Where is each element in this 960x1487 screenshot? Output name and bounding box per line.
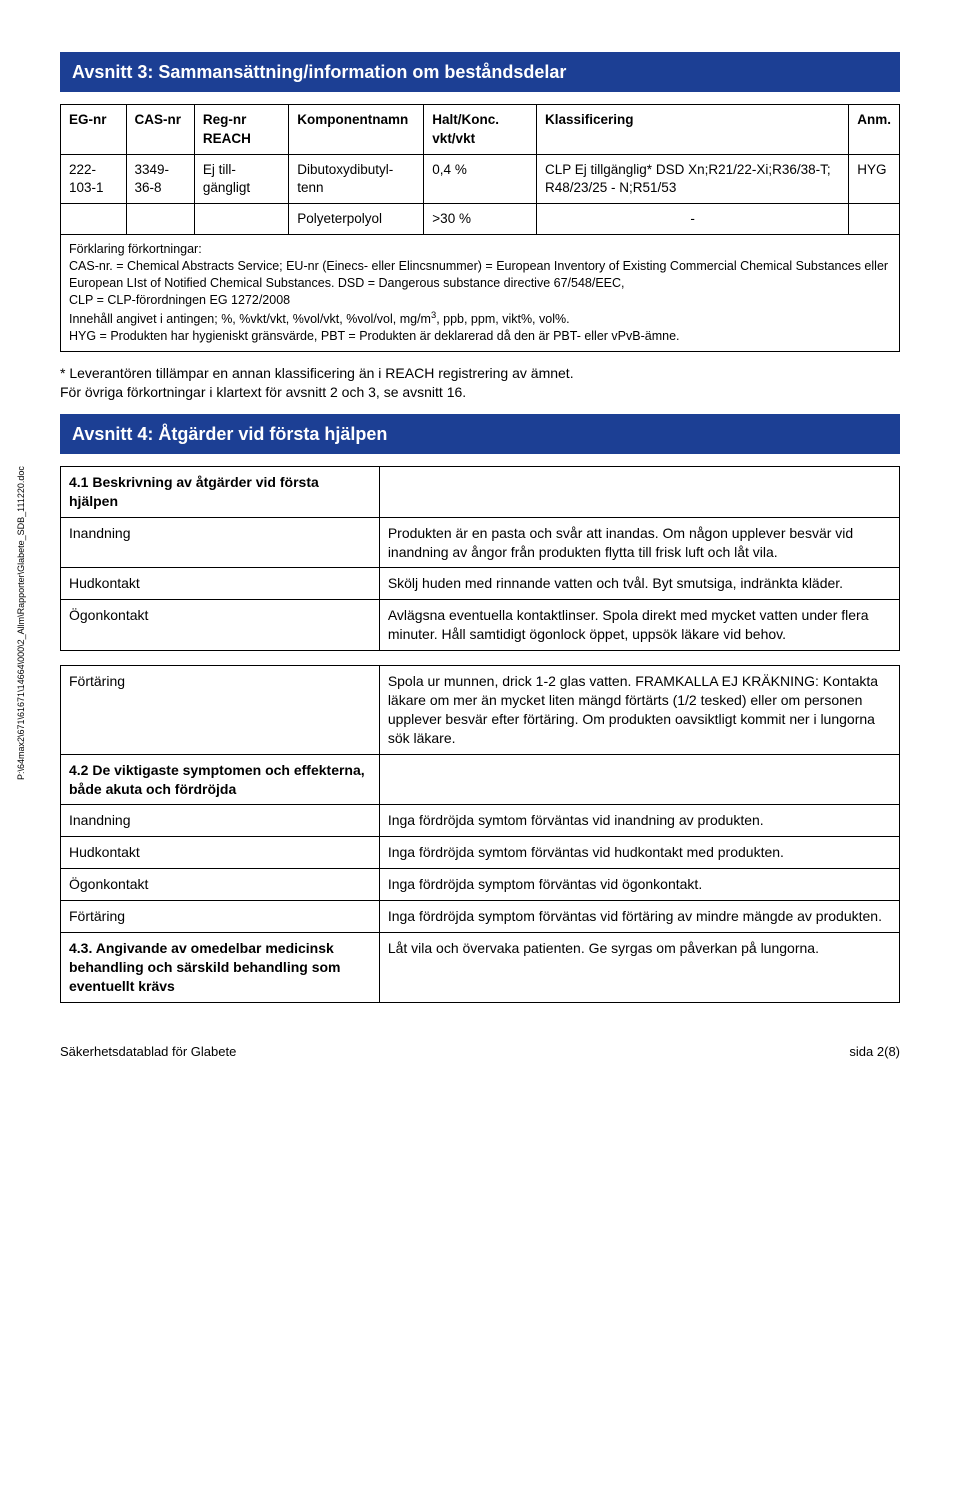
heading-41: 4.1 Beskrivning av åtgärder vid första h… — [61, 466, 380, 517]
label-ogonkontakt: Ögonkontakt — [61, 869, 380, 901]
value-inandning: Inga fördröjda symtom förväntas vid inan… — [379, 805, 899, 837]
table-row: Förtäring Inga fördröjda symptom förvänt… — [61, 901, 900, 933]
composition-footnote: Förklaring förkortningar: CAS-nr. = Chem… — [60, 235, 900, 351]
value-hudkontakt: Inga fördröjda symtom förväntas vid hudk… — [379, 837, 899, 869]
page-footer: Säkerhetsdatablad för Glabete sida 2(8) — [60, 1043, 900, 1061]
cell-empty — [379, 754, 899, 805]
th-komp: Komponentnamn — [289, 105, 424, 154]
footer-left: Säkerhetsdatablad för Glabete — [60, 1043, 236, 1061]
th-eg: EG-nr — [61, 105, 127, 154]
value-ogonkontakt: Inga fördröjda symptom förväntas vid ögo… — [379, 869, 899, 901]
table-row: Hudkontakt Skölj huden med rinnande vatt… — [61, 568, 900, 600]
heading-43: 4.3. Angivande av omedelbar medicinsk be… — [61, 933, 380, 1003]
value-fortaring: Spola ur munnen, drick 1-2 glas vatten. … — [379, 666, 899, 755]
cell-komp: Polyeterpolyol — [289, 204, 424, 235]
th-klass: Klassificering — [537, 105, 849, 154]
document-path: P:\64max2\671\61671\14664\000\2_Allm\Rap… — [15, 466, 27, 780]
label-inandning: Inandning — [61, 517, 380, 568]
composition-table: EG-nr CAS-nr Reg-nr REACH Komponentnamn … — [60, 104, 900, 235]
footnote-line: Förklaring förkortningar: — [69, 242, 202, 256]
first-aid-table-2: Förtäring Spola ur munnen, drick 1-2 gla… — [60, 665, 900, 1003]
th-anm: Anm. — [849, 105, 900, 154]
table-row: Ögonkontakt Inga fördröjda symptom förvä… — [61, 869, 900, 901]
table-row: 4.3. Angivande av omedelbar medicinsk be… — [61, 933, 900, 1003]
label-hudkontakt: Hudkontakt — [61, 837, 380, 869]
para-line: * Leverantören tillämpar en annan klassi… — [60, 365, 574, 381]
footnote-line: , ppb, ppm, vikt%, vol%. — [436, 312, 569, 326]
cell-halt: >30 % — [424, 204, 537, 235]
table-row: Polyeterpolyol >30 % - — [61, 204, 900, 235]
footnote-line: CLP = CLP-förordningen EG 1272/2008 — [69, 293, 290, 307]
cell-empty — [126, 204, 194, 235]
cell-eg: 222-103-1 — [61, 154, 127, 203]
table-row: Hudkontakt Inga fördröjda symtom förvänt… — [61, 837, 900, 869]
footnote-line: HYG = Produkten har hygieniskt gränsvärd… — [69, 329, 680, 343]
cell-halt: 0,4 % — [424, 154, 537, 203]
value-fortaring: Inga fördröjda symptom förväntas vid för… — [379, 901, 899, 933]
table-row: Inandning Inga fördröjda symtom förvänta… — [61, 805, 900, 837]
cell-anm: HYG — [849, 154, 900, 203]
value-ogonkontakt: Avlägsna eventuella kontaktlinser. Spola… — [379, 600, 899, 651]
value-43: Låt vila och övervaka patienten. Ge syrg… — [379, 933, 899, 1003]
cell-cas: 3349-36-8 — [126, 154, 194, 203]
footnote-line: Innehåll angivet i antingen; %, %vkt/vkt… — [69, 312, 431, 326]
first-aid-table-1: 4.1 Beskrivning av åtgärder vid första h… — [60, 466, 900, 651]
th-halt: Halt/Konc. vkt/vkt — [424, 105, 537, 154]
label-fortaring: Förtäring — [61, 666, 380, 755]
cell-reg: Ej till-gängligt — [194, 154, 288, 203]
table-header-row: EG-nr CAS-nr Reg-nr REACH Komponentnamn … — [61, 105, 900, 154]
label-ogonkontakt: Ögonkontakt — [61, 600, 380, 651]
table-row: Inandning Produkten är en pasta och svår… — [61, 517, 900, 568]
section3-title: Avsnitt 3: Sammansättning/information om… — [60, 52, 900, 92]
table-row: Ögonkontakt Avlägsna eventuella kontaktl… — [61, 600, 900, 651]
cell-empty — [379, 466, 899, 517]
th-reg: Reg-nr REACH — [194, 105, 288, 154]
th-cas: CAS-nr — [126, 105, 194, 154]
table-row: 4.1 Beskrivning av åtgärder vid första h… — [61, 466, 900, 517]
footer-right: sida 2(8) — [849, 1043, 900, 1061]
cell-komp: Dibutoxydibutyl-tenn — [289, 154, 424, 203]
label-hudkontakt: Hudkontakt — [61, 568, 380, 600]
cell-klass: CLP Ej tillgänglig* DSD Xn;R21/22-Xi;R36… — [537, 154, 849, 203]
cell-empty — [849, 204, 900, 235]
footnote-line: CAS-nr. = Chemical Abstracts Service; EU… — [69, 259, 888, 290]
cell-empty — [194, 204, 288, 235]
supplier-note: * Leverantören tillämpar en annan klassi… — [60, 364, 900, 402]
table-row: Förtäring Spola ur munnen, drick 1-2 gla… — [61, 666, 900, 755]
cell-klass: - — [537, 204, 849, 235]
heading-42: 4.2 De viktigaste symptomen och effekter… — [61, 754, 380, 805]
value-inandning: Produkten är en pasta och svår att inand… — [379, 517, 899, 568]
table-row: 4.2 De viktigaste symptomen och effekter… — [61, 754, 900, 805]
cell-empty — [61, 204, 127, 235]
para-line: För övriga förkortningar i klartext för … — [60, 384, 466, 400]
label-inandning: Inandning — [61, 805, 380, 837]
label-fortaring: Förtäring — [61, 901, 380, 933]
table-row: 222-103-1 3349-36-8 Ej till-gängligt Dib… — [61, 154, 900, 203]
section4-title: Avsnitt 4: Åtgärder vid första hjälpen — [60, 414, 900, 454]
value-hudkontakt: Skölj huden med rinnande vatten och tvål… — [379, 568, 899, 600]
